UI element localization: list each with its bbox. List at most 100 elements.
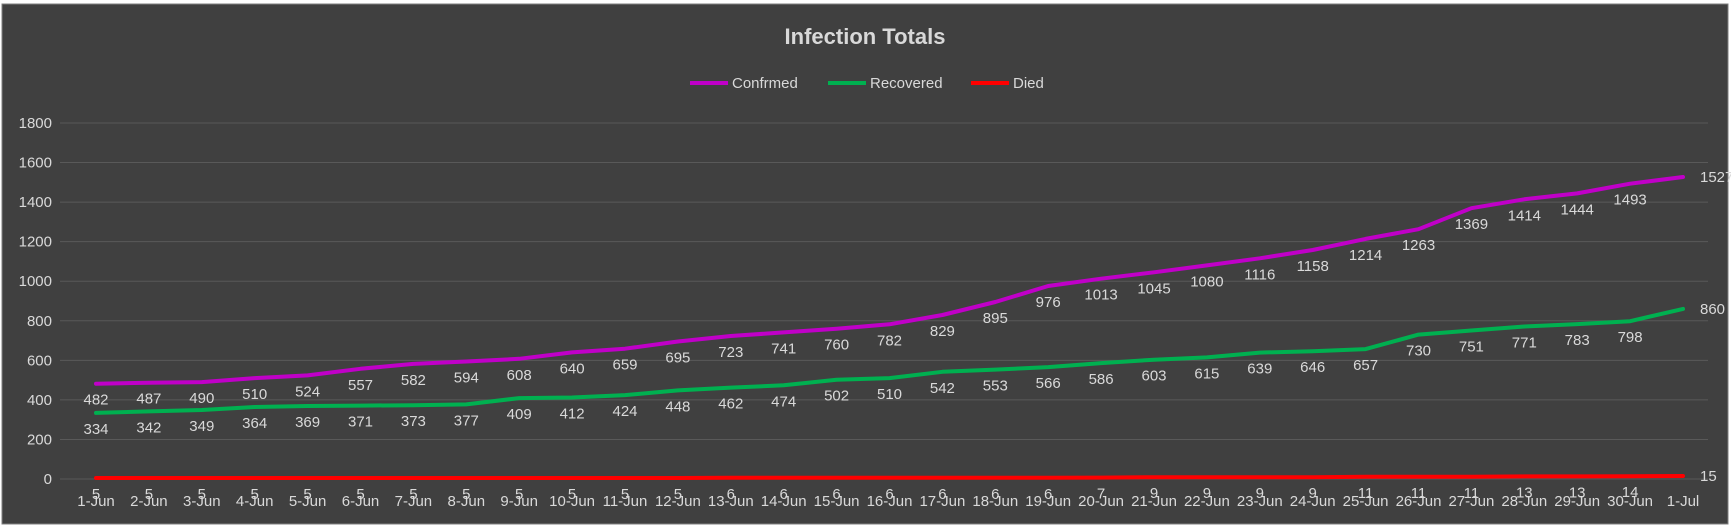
x-tick-label: 1-Jul (1667, 493, 1700, 510)
x-tick-label: 10-Jun (549, 493, 595, 510)
data-label: 5 (674, 486, 682, 503)
data-label: 553 (983, 378, 1008, 395)
data-labels: 482 487 490 510 524 557 582 594 608 640 659 695 723 7… (83, 169, 1731, 503)
legend-entry: Confrmed (732, 75, 798, 92)
y-tick-label: 1000 (19, 273, 52, 290)
data-label: 502 (824, 388, 849, 405)
data-label: 6 (727, 486, 735, 503)
data-label: 586 (1089, 371, 1114, 388)
data-label: 14 (1622, 484, 1639, 501)
x-tick-label: 9-Jun (500, 493, 538, 510)
legend-entry: Died (1013, 75, 1044, 92)
data-label: 349 (189, 418, 214, 435)
data-label: 1527 (1700, 169, 1731, 186)
data-label: 1158 (1297, 258, 1329, 275)
x-tick-label: 2-Jun (130, 493, 168, 510)
data-label: 594 (454, 370, 479, 387)
data-label: 695 (665, 350, 690, 367)
data-label: 424 (612, 403, 637, 420)
series-line (94, 474, 1685, 480)
data-label: 829 (930, 323, 955, 340)
x-tick-label: 17-Jun (919, 493, 965, 510)
data-label: 1214 (1349, 247, 1382, 264)
series-line (94, 306, 1685, 415)
data-label: 1493 (1613, 192, 1646, 209)
data-label: 482 (83, 392, 108, 409)
data-label: 5 (356, 486, 364, 503)
data-label: 342 (136, 419, 161, 436)
data-label: 6 (938, 486, 946, 503)
y-tick-label: 1800 (19, 115, 52, 132)
x-tick-label: 21-Jun (1131, 493, 1177, 510)
data-label: 771 (1512, 335, 1537, 352)
data-label: 448 (665, 398, 690, 415)
data-label: 524 (295, 383, 320, 400)
x-tick-label: 8-Jun (448, 493, 486, 510)
data-label: 6 (832, 486, 840, 503)
data-label: 13 (1569, 484, 1586, 501)
x-tick-label: 11-Jun (603, 493, 648, 510)
y-tick-label: 1600 (19, 155, 52, 172)
data-label: 1414 (1508, 207, 1541, 224)
data-label: 646 (1300, 359, 1325, 376)
x-tick-label: 22-Jun (1184, 493, 1230, 510)
y-tick-label: 1200 (19, 234, 52, 251)
x-tick-label: 4-Jun (236, 493, 274, 510)
data-label: 13 (1516, 484, 1533, 501)
data-label: 9 (1150, 485, 1158, 502)
data-label: 615 (1194, 365, 1219, 382)
data-label: 5 (515, 486, 523, 503)
x-tick-label: 20-Jun (1078, 493, 1124, 510)
data-label: 9 (1256, 485, 1264, 502)
x-tick-label: 13-Jun (708, 493, 754, 510)
data-label: 723 (718, 344, 743, 361)
data-label: 5 (462, 486, 470, 503)
x-tick-label: 28-Jun (1501, 493, 1547, 510)
data-label: 5 (92, 486, 100, 503)
data-label: 639 (1247, 361, 1272, 378)
data-label: 582 (401, 372, 426, 389)
data-label: 603 (1141, 368, 1166, 385)
data-label: 5 (303, 486, 311, 503)
data-label: 9 (1309, 485, 1317, 502)
data-label: 895 (983, 310, 1008, 327)
data-label: 371 (348, 414, 373, 431)
data-label: 751 (1459, 338, 1484, 355)
data-label: 783 (1565, 332, 1590, 349)
data-label: 409 (507, 406, 532, 423)
data-label: 657 (1353, 357, 1378, 374)
x-tick-label: 24-Jun (1290, 493, 1336, 510)
data-label: 6 (1044, 486, 1052, 503)
x-tick-label: 25-Jun (1343, 493, 1389, 510)
data-label: 5 (621, 486, 629, 503)
y-tick-label: 600 (27, 352, 52, 369)
x-tick-label: 5-Jun (289, 493, 327, 510)
data-label: 730 (1406, 343, 1431, 360)
data-label: 510 (242, 386, 267, 403)
data-label: 11 (1358, 485, 1374, 502)
data-label: 659 (612, 357, 637, 374)
data-label: 5 (568, 486, 576, 503)
data-label: 11 (1411, 485, 1427, 502)
data-label: 1263 (1402, 237, 1435, 254)
data-label: 608 (507, 367, 532, 384)
x-tick-label: 15-Jun (814, 493, 860, 510)
data-label: 373 (401, 413, 426, 430)
data-label: 741 (771, 340, 796, 357)
series-line (94, 175, 1685, 386)
x-axis-tick-labels: 1-Jun 2-Jun 3-Jun 4-Jun 5-Jun 6-Jun 7-Jun 8-Jun… (77, 493, 1699, 510)
data-label: 1369 (1455, 216, 1488, 233)
data-label: 11 (1464, 485, 1480, 502)
data-label: 369 (295, 414, 320, 431)
data-label: 5 (409, 486, 417, 503)
data-label: 334 (83, 421, 108, 438)
data-label: 1444 (1561, 201, 1594, 218)
legend: Confrmed Recovered Died (690, 75, 1044, 92)
data-label: 1013 (1084, 287, 1117, 304)
data-label: 5 (251, 486, 259, 503)
data-label: 490 (189, 390, 214, 407)
x-tick-label: 29-Jun (1554, 493, 1600, 510)
x-tick-label: 16-Jun (867, 493, 913, 510)
